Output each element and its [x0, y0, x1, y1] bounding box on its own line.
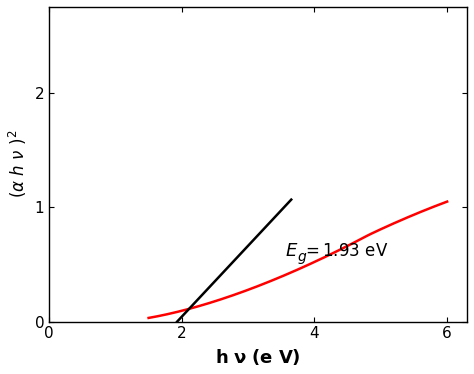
Y-axis label: $(\alpha\ h\ \nu\ )^2$: $(\alpha\ h\ \nu\ )^2$: [7, 130, 29, 199]
Text: $=1.93\ \mathrm{eV}$: $=1.93\ \mathrm{eV}$: [302, 242, 388, 260]
X-axis label: $\mathbf{h\ \nu\ (e\ V)}$: $\mathbf{h\ \nu\ (e\ V)}$: [215, 347, 301, 367]
Text: $\mathit{E}$: $\mathit{E}$: [284, 242, 298, 260]
Text: $\mathit{g}$: $\mathit{g}$: [297, 251, 307, 266]
